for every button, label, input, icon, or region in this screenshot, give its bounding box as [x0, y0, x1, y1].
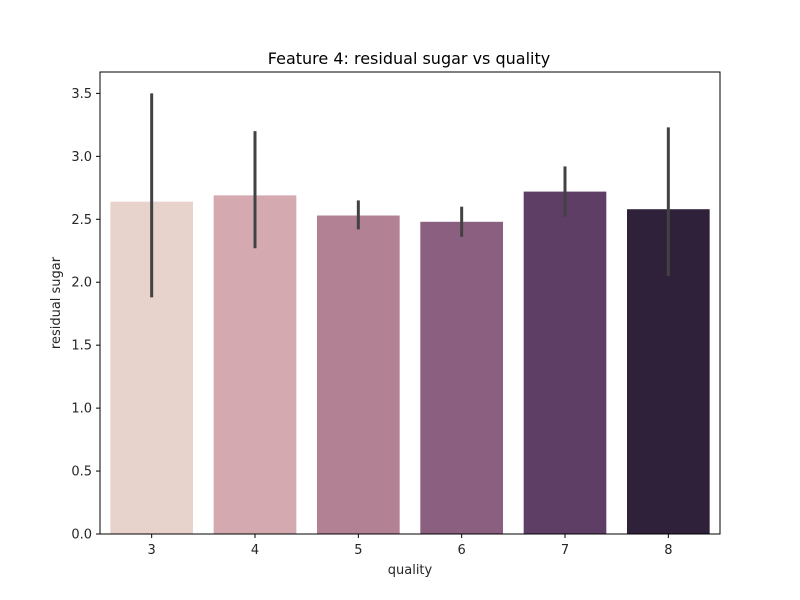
- bars-group: [110, 191, 710, 535]
- y-axis-label: residual sugar: [49, 256, 64, 349]
- y-tick-label: 1.0: [71, 402, 92, 417]
- x-tick-label: 5: [354, 543, 362, 558]
- chart-title: Feature 4: residual sugar vs quality: [268, 49, 550, 68]
- y-tick-label: 1.5: [71, 339, 92, 354]
- bar-quality-7: [523, 191, 607, 534]
- x-tick-label: 3: [148, 543, 156, 558]
- x-axis: 3 4 5 6 7 8: [148, 534, 672, 558]
- plot-frame: [99, 71, 721, 535]
- bar-quality-6: [420, 221, 503, 534]
- x-axis-label: quality: [388, 563, 433, 578]
- y-tick-label: 0.5: [71, 465, 92, 480]
- y-tick-label: 0.0: [71, 528, 92, 543]
- y-tick-label: 2.5: [71, 213, 92, 228]
- bar-quality-5: [317, 215, 400, 535]
- y-tick-label: 2.0: [71, 276, 92, 291]
- y-tick-label: 3.0: [71, 150, 92, 165]
- bar-quality-4: [213, 195, 297, 534]
- x-tick-label: 6: [458, 543, 466, 558]
- x-tick-label: 4: [251, 543, 259, 558]
- x-tick-label: 7: [561, 543, 569, 558]
- y-tick-label: 3.5: [71, 87, 92, 102]
- error-bars-group: [150, 93, 670, 298]
- x-tick-label: 8: [664, 543, 672, 558]
- y-axis: 0.0 0.5 1.0 1.5 2.0 2.5 3.0 3.5: [71, 87, 100, 543]
